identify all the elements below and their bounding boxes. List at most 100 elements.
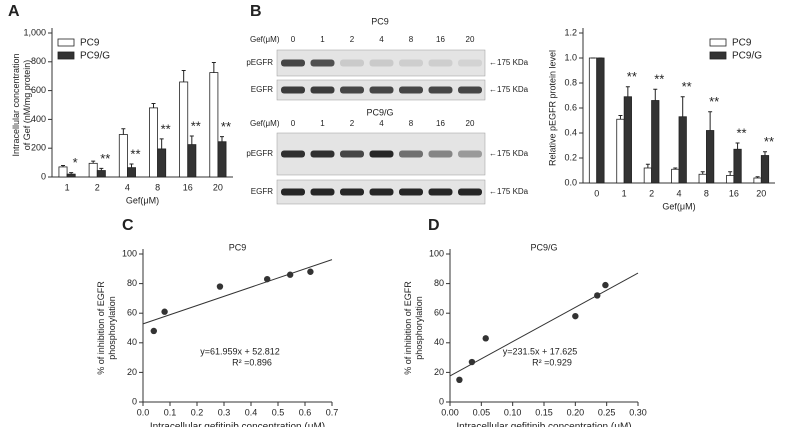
band: [458, 188, 482, 196]
error-bar: [755, 176, 760, 178]
bar: [127, 167, 136, 178]
bar: [643, 167, 652, 184]
equation: R² =0.896: [232, 357, 272, 367]
panel-label: B: [250, 3, 262, 20]
error-bar: [735, 142, 740, 150]
row-label: EGFR: [251, 187, 273, 196]
y-tick-label: 1.0: [564, 52, 577, 62]
bar: [596, 57, 605, 184]
x-tick-label: 0.25: [598, 407, 616, 417]
point: [150, 327, 157, 335]
x-tick-label: 2: [649, 188, 654, 198]
y-axis-label: phosphorylation: [107, 296, 117, 360]
x-tick-label: 1: [622, 188, 627, 198]
y-tick-label: 80: [127, 278, 137, 288]
legend-swatch: [709, 38, 727, 47]
y-tick-label: 100: [429, 248, 444, 258]
band: [399, 188, 423, 196]
band: [428, 188, 453, 196]
legend-label: PC9: [732, 38, 752, 49]
point: [216, 283, 224, 290]
x-axis-label: Intracellular gefitinib concentration (μ…: [456, 422, 631, 427]
lane-label: 1: [320, 119, 325, 128]
y-tick-label: 0.6: [564, 102, 577, 112]
y-tick-label: 40: [434, 337, 444, 347]
bar: [616, 118, 625, 184]
point: [602, 281, 609, 289]
band: [428, 59, 453, 67]
bar: [706, 130, 715, 184]
error-bar: [728, 171, 733, 176]
y-tick-label: 800: [31, 56, 46, 66]
y-tick-label: 0: [132, 396, 137, 406]
band: [281, 150, 305, 158]
lane-label: 8: [409, 119, 414, 128]
legend-label: PC9: [80, 38, 100, 49]
legend-swatch: [709, 51, 727, 60]
point: [594, 292, 601, 299]
legend-swatch: [57, 38, 75, 47]
error-bar: [99, 167, 104, 171]
band: [281, 188, 305, 196]
x-axis-label: Intracellular gefitinib concentration (μ…: [150, 422, 325, 427]
significance: **: [682, 79, 692, 94]
significance: **: [736, 125, 746, 140]
bar: [157, 148, 167, 178]
significance: *: [73, 155, 78, 170]
point: [572, 312, 579, 320]
lane-label: 1: [320, 35, 325, 44]
y-tick-label: 0.2: [564, 152, 577, 162]
x-tick-label: 0.3: [218, 407, 231, 417]
bar: [58, 166, 68, 178]
error-bar: [121, 128, 126, 135]
lane-label: 2: [350, 119, 355, 128]
x-tick-label: 20: [756, 188, 766, 198]
point: [161, 308, 168, 315]
x-tick-label: 4: [676, 188, 681, 198]
trendline: [142, 259, 333, 325]
band: [399, 86, 423, 94]
y-tick-label: 600: [31, 85, 46, 95]
blot-title: PC9: [371, 16, 389, 26]
band: [369, 150, 394, 158]
point: [264, 275, 271, 283]
significance: **: [191, 118, 201, 133]
blot-title: PC9/G: [366, 107, 393, 117]
x-tick-label: 0.2: [191, 407, 204, 417]
bar: [733, 148, 742, 184]
y-tick-label: 60: [127, 308, 137, 318]
lane-label: 4: [379, 35, 384, 44]
y-tick-label: 0: [41, 171, 46, 181]
bar: [671, 168, 680, 184]
lanes-label: Gef(μM): [250, 119, 280, 128]
y-tick-label: 100: [122, 248, 137, 258]
bar: [623, 96, 632, 184]
panel-label: C: [122, 217, 134, 234]
band: [281, 86, 305, 94]
band: [458, 86, 482, 94]
band: [369, 59, 394, 67]
error-bar: [189, 135, 194, 145]
x-tick-label: 8: [155, 182, 160, 192]
significance: **: [161, 121, 171, 136]
x-tick-label: 0: [594, 188, 599, 198]
y-tick-label: 0: [439, 396, 444, 406]
x-tick-label: 0.1: [164, 407, 177, 417]
y-axis-label: Relative pEGFR protein level: [547, 50, 557, 166]
bar: [118, 134, 128, 178]
x-tick-label: 0.20: [567, 407, 585, 417]
y-tick-label: 200: [31, 143, 46, 153]
marker-label: ←175 KDa: [489, 58, 529, 67]
error-bar: [653, 88, 658, 101]
significance: **: [764, 134, 774, 149]
legend-label: PC9/G: [80, 51, 110, 62]
chart-title: PC9/G: [530, 242, 557, 252]
error-bar: [762, 151, 767, 156]
error-bar: [159, 138, 164, 149]
y-tick-label: 400: [31, 114, 46, 124]
lane-label: 0: [291, 119, 296, 128]
error-bar: [625, 86, 630, 97]
bar: [678, 116, 687, 184]
bar: [651, 100, 660, 184]
legend-label: PC9/G: [732, 51, 762, 62]
